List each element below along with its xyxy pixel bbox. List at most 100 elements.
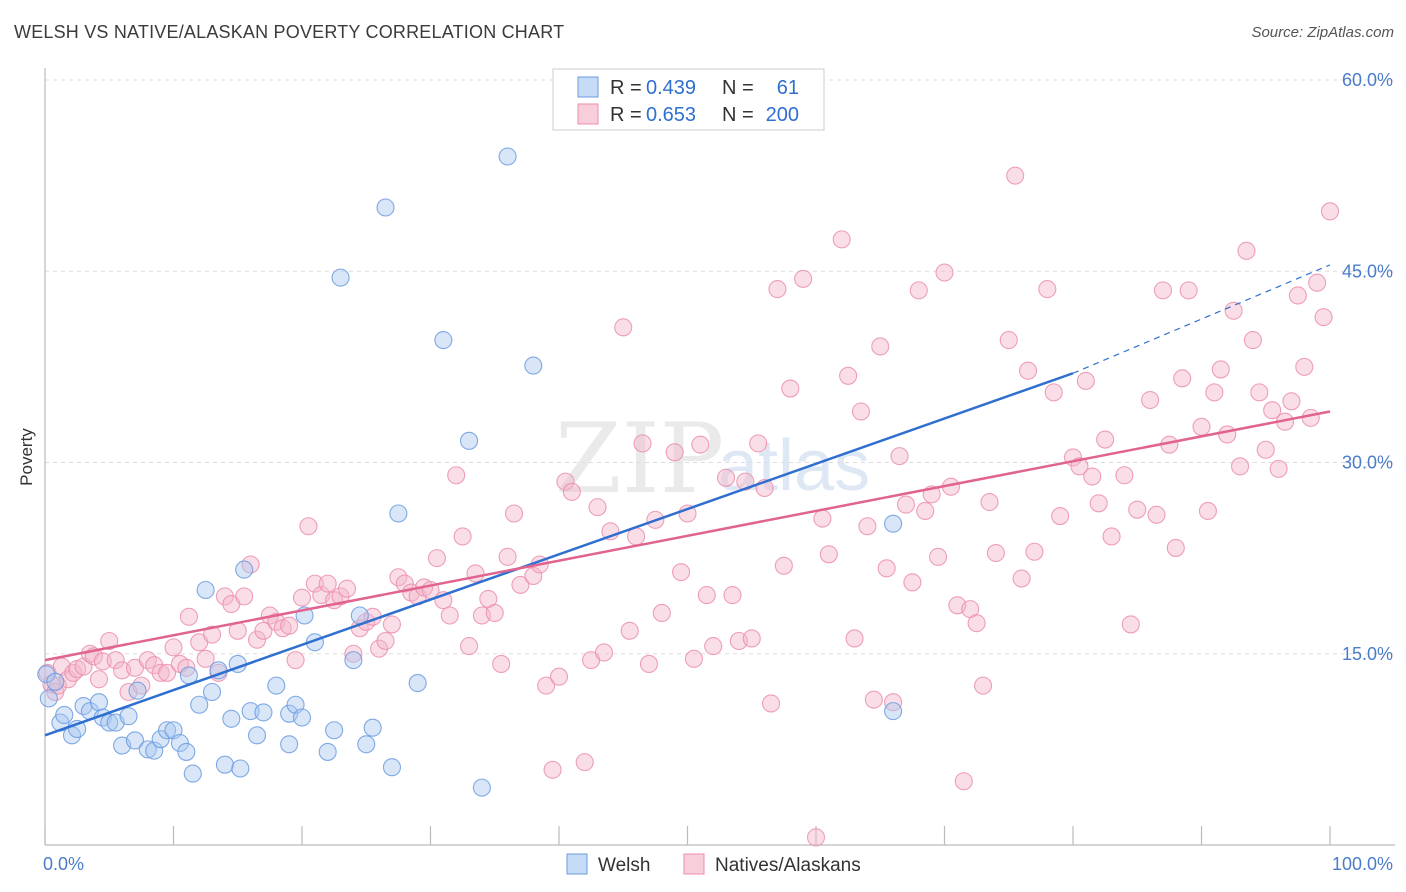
top-legend: R = 0.439 N = 61 R = 0.653 N = 200 [552, 68, 825, 131]
data-point [806, 828, 826, 847]
data-point [1250, 383, 1269, 402]
data-point [851, 402, 871, 421]
data-point [504, 504, 524, 523]
data-point [1205, 383, 1224, 402]
data-point [247, 726, 267, 745]
data-point [556, 472, 575, 491]
data-point [344, 651, 363, 670]
bottom-legend-swatch-natives [683, 853, 705, 875]
data-point [254, 703, 273, 722]
data-point [492, 654, 511, 674]
legend-r-value-natives: 0.653 [646, 104, 696, 126]
data-point [89, 693, 109, 712]
data-point [1141, 390, 1160, 410]
data-point [222, 709, 241, 728]
data-point [389, 568, 408, 587]
data-point [1173, 369, 1192, 388]
bottom-legend-label-natives: Natives/Alaskans [715, 855, 861, 876]
data-point [697, 586, 716, 605]
data-point [106, 651, 125, 670]
data-point [382, 758, 402, 777]
data-point [1295, 357, 1314, 376]
legend-n-value-welsh: 61 [777, 77, 799, 99]
data-point [267, 676, 286, 695]
data-point [543, 760, 562, 779]
data-point [158, 663, 177, 682]
data-point [1301, 408, 1320, 427]
data-point [665, 443, 684, 462]
data-point [440, 606, 459, 625]
y-tick-label: 60.0% [1342, 70, 1393, 90]
data-point [203, 682, 222, 702]
data-point [588, 498, 607, 517]
data-point [427, 549, 446, 568]
legend-n-label-welsh: N = [722, 77, 754, 99]
data-point [93, 652, 112, 671]
data-point [177, 742, 196, 761]
data-point [903, 573, 922, 592]
data-point [292, 708, 312, 727]
data-point [395, 574, 414, 593]
data-point [794, 269, 813, 288]
data-point [1237, 241, 1256, 260]
data-point [100, 631, 119, 651]
data-point [1211, 360, 1230, 379]
bottom-legend-swatch-welsh [566, 853, 588, 875]
data-point [749, 434, 768, 453]
data-point [434, 331, 453, 350]
data-point [839, 366, 858, 385]
data-point [1269, 459, 1288, 478]
data-point [55, 705, 74, 725]
data-point [151, 730, 170, 749]
data-point [594, 643, 614, 662]
data-point [183, 764, 202, 783]
data-point [100, 713, 119, 732]
data-point [215, 755, 234, 774]
data-point [524, 356, 543, 375]
data-point [203, 625, 222, 644]
data-point [716, 468, 736, 487]
legend-r-label-natives: R = [610, 104, 642, 126]
natives-trendline [44, 410, 1331, 662]
legend-n-value-natives: 200 [766, 104, 799, 126]
data-point [337, 579, 357, 598]
data-point [871, 337, 890, 356]
y-tick-label: 15.0% [1342, 644, 1393, 664]
data-point [1224, 301, 1243, 320]
data-point [1147, 505, 1166, 524]
data-point [723, 586, 742, 605]
data-point [781, 379, 800, 398]
data-point [1076, 371, 1095, 390]
data-point [742, 629, 761, 648]
data-point [344, 644, 363, 663]
data-point [916, 501, 935, 521]
data-point [318, 574, 337, 593]
data-point [1051, 506, 1070, 526]
data-point [511, 575, 530, 594]
axes [44, 68, 1395, 846]
y-axis-label: Poverty [17, 428, 36, 486]
data-point [929, 547, 948, 566]
data-point [447, 466, 466, 485]
data-point [1153, 281, 1172, 300]
data-point [128, 681, 147, 700]
data-point [813, 509, 832, 528]
data-point [370, 639, 389, 658]
data-point [292, 588, 312, 607]
data-point [980, 492, 999, 512]
data-point [254, 621, 273, 640]
data-point [524, 566, 543, 586]
data-point [896, 495, 916, 514]
data-point [761, 694, 781, 713]
data-point [235, 587, 254, 606]
data-point [305, 574, 324, 593]
data-point [890, 447, 909, 466]
data-point [231, 759, 250, 778]
data-point [1096, 430, 1115, 449]
data-point [1263, 401, 1282, 420]
data-point [537, 676, 556, 695]
data-point [1198, 501, 1217, 521]
data-point [459, 431, 479, 450]
data-point [562, 482, 581, 501]
legend-swatch-welsh [577, 76, 599, 98]
